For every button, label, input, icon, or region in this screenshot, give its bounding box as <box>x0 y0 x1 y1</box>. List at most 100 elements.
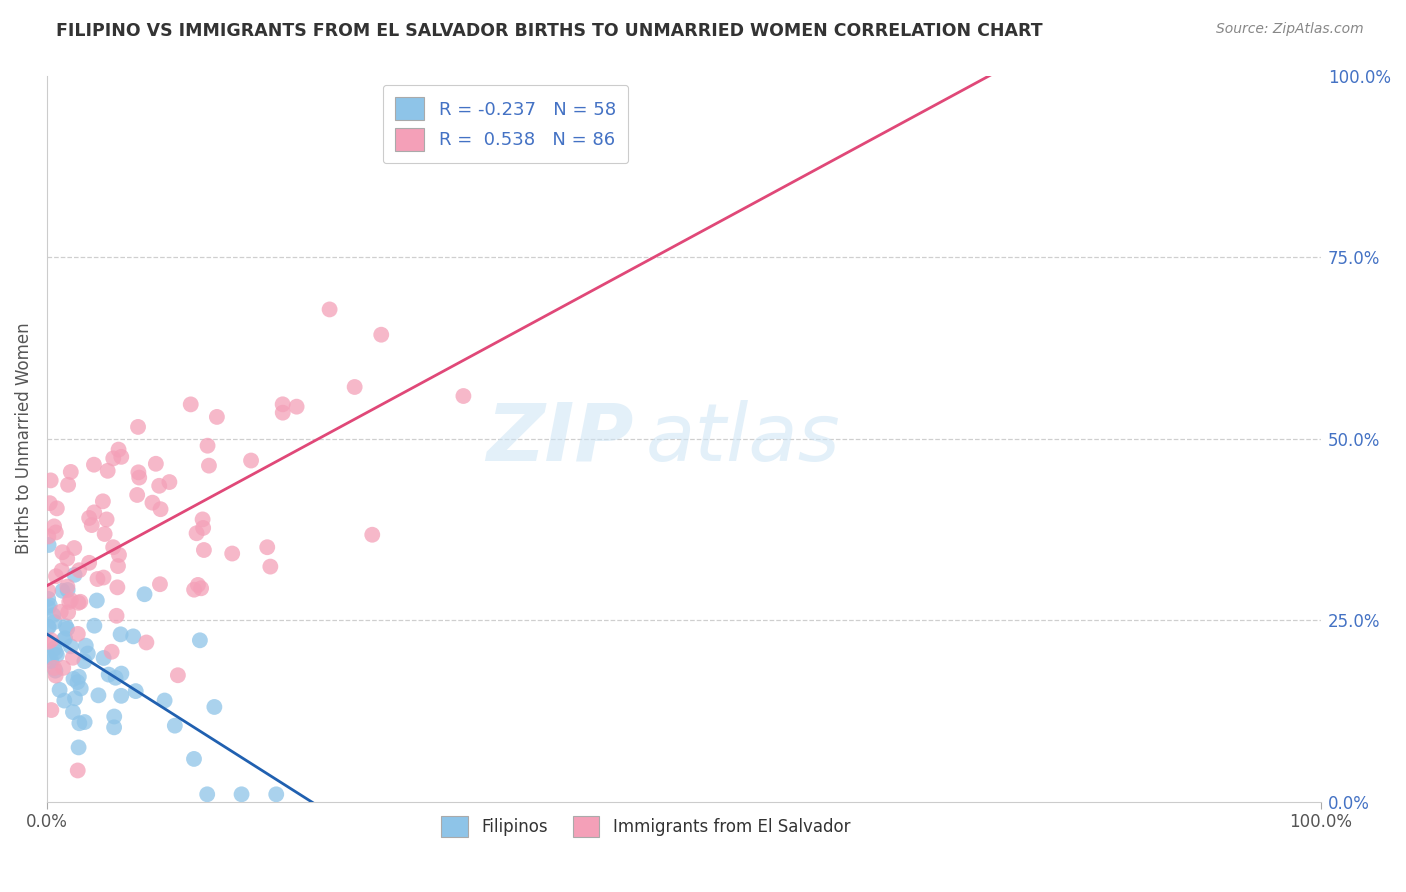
Point <box>59 593 82 607</box>
Point <box>67 716 90 731</box>
Point <box>107 559 129 574</box>
Point <box>101 540 124 554</box>
Point <box>110 450 132 464</box>
Point <box>39 474 62 488</box>
Point <box>240 453 263 467</box>
Point <box>44 615 66 629</box>
Point <box>86 593 108 607</box>
Point <box>62 672 84 686</box>
Point <box>56 622 79 636</box>
Point <box>221 547 243 561</box>
Point <box>67 740 90 755</box>
Point <box>103 451 125 466</box>
Point <box>198 458 221 473</box>
Point <box>83 618 105 632</box>
Point <box>77 511 100 525</box>
Point <box>51 564 73 578</box>
Point <box>37 600 59 615</box>
Point <box>103 709 125 723</box>
Point <box>38 496 60 510</box>
Point <box>66 627 89 641</box>
Point <box>205 409 228 424</box>
Point <box>56 582 79 597</box>
Point <box>148 479 170 493</box>
Point <box>271 397 294 411</box>
Point <box>110 666 132 681</box>
Point <box>191 512 214 526</box>
Point <box>96 512 118 526</box>
Point <box>271 406 294 420</box>
Point <box>318 302 340 317</box>
Point <box>104 671 127 685</box>
Point <box>195 787 218 801</box>
Point <box>128 470 150 484</box>
Point <box>44 641 66 656</box>
Point <box>55 619 77 633</box>
Point <box>76 647 98 661</box>
Point <box>190 582 212 596</box>
Point <box>135 635 157 649</box>
Point <box>56 606 79 620</box>
Point <box>41 703 63 717</box>
Point <box>51 583 73 598</box>
Point <box>37 634 59 648</box>
Point <box>86 572 108 586</box>
Point <box>180 397 202 411</box>
Point <box>37 650 59 665</box>
Text: Source: ZipAtlas.com: Source: ZipAtlas.com <box>1216 22 1364 37</box>
Point <box>264 787 287 801</box>
Point <box>202 700 225 714</box>
Point <box>67 563 90 577</box>
Point <box>134 587 156 601</box>
Point <box>83 458 105 472</box>
Point <box>149 502 172 516</box>
Point <box>63 691 86 706</box>
Point <box>62 650 84 665</box>
Point <box>45 645 67 659</box>
Text: atlas: atlas <box>645 400 841 477</box>
Point <box>52 632 75 647</box>
Point <box>127 420 149 434</box>
Point <box>256 540 278 554</box>
Point <box>110 689 132 703</box>
Point <box>42 519 65 533</box>
Point <box>103 720 125 734</box>
Point <box>127 488 149 502</box>
Point <box>37 620 59 634</box>
Text: ZIP: ZIP <box>485 400 633 477</box>
Point <box>73 654 96 668</box>
Point <box>343 380 366 394</box>
Point <box>59 640 82 654</box>
Point <box>193 543 215 558</box>
Point <box>38 538 60 552</box>
Point <box>39 633 62 648</box>
Point <box>105 608 128 623</box>
Point <box>48 682 70 697</box>
Point <box>44 661 66 675</box>
Point <box>145 457 167 471</box>
Point <box>62 705 84 719</box>
Point <box>66 675 89 690</box>
Point <box>191 521 214 535</box>
Point <box>37 529 59 543</box>
Point <box>125 684 148 698</box>
Y-axis label: Births to Unmarried Women: Births to Unmarried Women <box>15 323 32 554</box>
Point <box>361 527 384 541</box>
Point <box>52 661 75 675</box>
Point <box>66 764 89 778</box>
Point <box>51 545 73 559</box>
Point <box>149 577 172 591</box>
Point <box>163 719 186 733</box>
Point <box>45 501 67 516</box>
Point <box>87 689 110 703</box>
Point <box>157 475 180 489</box>
Point <box>37 583 59 598</box>
Point <box>127 466 149 480</box>
Point <box>188 633 211 648</box>
Point <box>141 496 163 510</box>
Point <box>108 548 131 562</box>
Point <box>59 465 82 479</box>
Point <box>45 569 67 583</box>
Point <box>53 693 76 707</box>
Point <box>231 787 253 801</box>
